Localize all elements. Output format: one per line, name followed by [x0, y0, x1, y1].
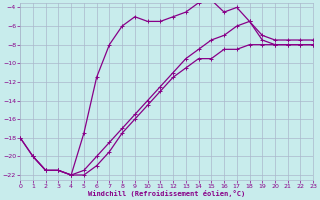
X-axis label: Windchill (Refroidissement éolien,°C): Windchill (Refroidissement éolien,°C)	[88, 190, 245, 197]
